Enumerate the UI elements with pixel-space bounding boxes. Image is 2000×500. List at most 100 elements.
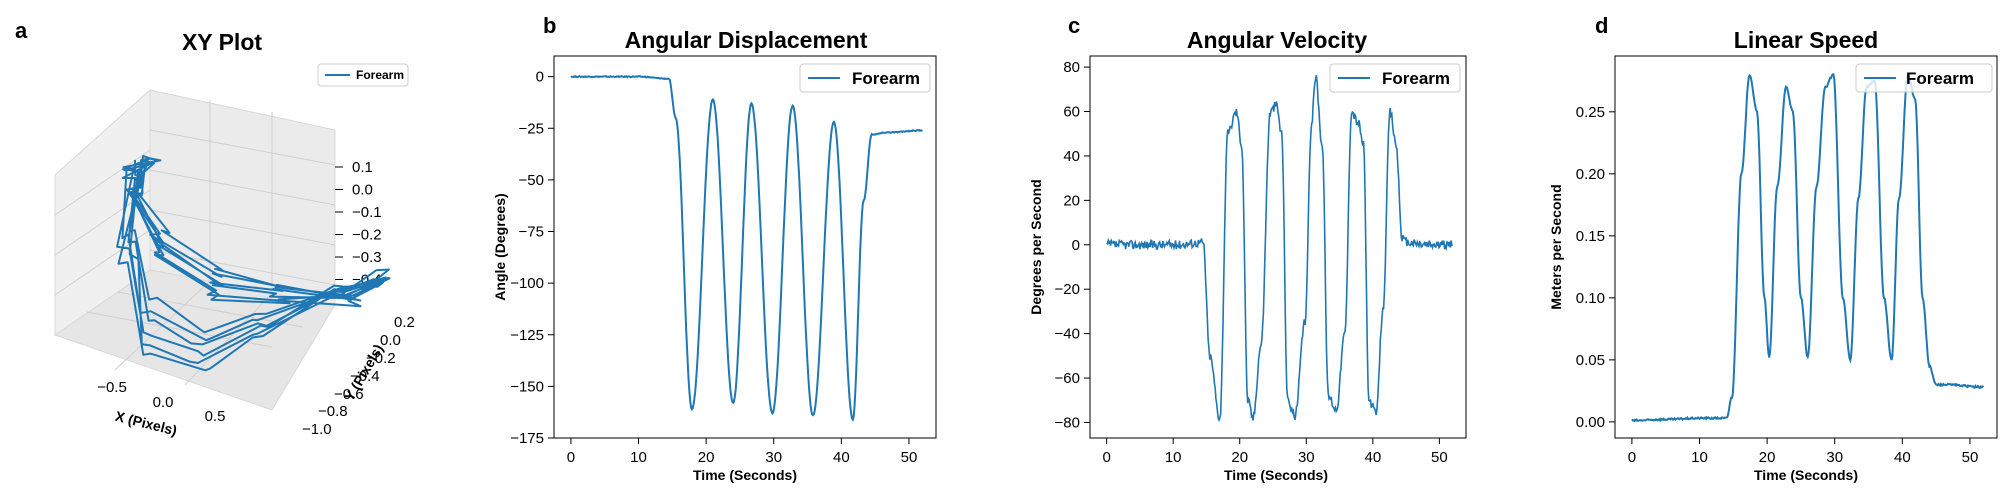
axis-ticks: 0 10 20 30 40 50 80 60 40 20 0 −20 −40 −60 −80 bbox=[1055, 59, 1448, 466]
z-axis-ticks: 0.10.0−0.1−0.2−0.3−0.4 bbox=[335, 159, 382, 289]
y-axis-label: Angle (Degrees) bbox=[492, 193, 508, 300]
x-tick-label: 50 bbox=[1431, 449, 1448, 466]
legend-box bbox=[799, 63, 931, 93]
plot-area bbox=[553, 55, 937, 439]
x-tick-label: 20 bbox=[1759, 449, 1776, 466]
y-axis-label: Degrees per Second bbox=[1028, 179, 1044, 314]
panel-letter-d: d bbox=[1595, 13, 1608, 38]
y-tick-label: 0.2 bbox=[394, 314, 415, 331]
x-tick-label: 0.5 bbox=[205, 408, 226, 425]
legend-box bbox=[317, 63, 409, 87]
legend: Forearm bbox=[1855, 63, 1993, 93]
panel-a-xy-plot: a XY Plot −0.5 0.0 0.5 −1.0−0.8−0.6−0.4−0.… bbox=[15, 18, 415, 439]
x-tick-label: 30 bbox=[1826, 449, 1843, 466]
y-tick-label: −80 bbox=[1055, 414, 1080, 431]
y-tick-label: 20 bbox=[1063, 192, 1080, 209]
x-tick-label: 40 bbox=[833, 449, 850, 466]
legend-label: Forearm bbox=[356, 68, 404, 82]
axis-ticks: 0 10 20 30 40 50 0.00 0.05 0.10 0.15 0.20 0.25 bbox=[1576, 104, 1979, 466]
series-line-forearm bbox=[1106, 75, 1454, 423]
legend-box bbox=[1329, 63, 1461, 93]
panel-letter-a: a bbox=[15, 18, 28, 43]
series-line-forearm bbox=[1631, 71, 1985, 423]
y-tick-label: 0.0 bbox=[380, 332, 401, 349]
x-tick-label: 0.0 bbox=[153, 394, 174, 411]
chart-title: XY Plot bbox=[182, 29, 262, 55]
y-tick-label: 0.00 bbox=[1576, 414, 1605, 431]
panel-b-angular-displacement: b Angular Displacement 0 10 20 30 40 50 0 −25 −5… bbox=[492, 13, 937, 483]
y-tick-label: 80 bbox=[1063, 59, 1080, 76]
x-tick-label: 50 bbox=[1962, 449, 1979, 466]
z-tick-label: −0.2 bbox=[352, 227, 382, 244]
panel-d-linear-speed: d Linear Speed 0 10 20 30 40 50 0.00 0.05 0.10 0.… bbox=[1548, 13, 1998, 483]
legend-label: Forearm bbox=[852, 69, 920, 88]
z-tick-label: 0.1 bbox=[352, 159, 373, 176]
y-tick-label: −0.2 bbox=[366, 350, 396, 367]
plot-area bbox=[1614, 55, 1998, 439]
legend: Forearm bbox=[1329, 63, 1461, 93]
x-tick-label: 10 bbox=[1691, 449, 1708, 466]
plot-area bbox=[1089, 55, 1467, 439]
legend-label: Forearm bbox=[1906, 69, 1974, 88]
z-tick-label: −0.1 bbox=[352, 204, 382, 221]
y-tick-label: −175 bbox=[510, 430, 544, 447]
x-tick-label: 20 bbox=[1231, 449, 1248, 466]
panel-letter-c: c bbox=[1068, 13, 1080, 38]
legend: Forearm bbox=[317, 63, 409, 87]
y-tick-label: 0.25 bbox=[1576, 104, 1605, 121]
y-tick-label: −0.4 bbox=[350, 368, 380, 385]
x-axis-label: Time (Seconds) bbox=[1754, 467, 1858, 483]
y-tick-label: 0.15 bbox=[1576, 228, 1605, 245]
z-tick-label: 0.0 bbox=[352, 182, 373, 199]
x-axis-ticks: −0.5 0.0 0.5 bbox=[97, 379, 225, 425]
x-tick-label: −0.5 bbox=[97, 379, 127, 396]
y-tick-label: 0.05 bbox=[1576, 352, 1605, 369]
y-tick-label: −60 bbox=[1055, 370, 1080, 387]
chart-title: Angular Velocity bbox=[1187, 27, 1367, 53]
y-tick-label: −25 bbox=[519, 120, 544, 137]
x-tick-label: 0 bbox=[567, 449, 575, 466]
legend-label: Forearm bbox=[1382, 69, 1450, 88]
x-tick-label: 50 bbox=[901, 449, 918, 466]
panel-c-angular-velocity: c Angular Velocity 0 10 20 30 40 50 80 60 40 20 0 −… bbox=[1028, 13, 1467, 483]
y-axis-label: Meters per Second bbox=[1548, 184, 1564, 309]
y-tick-label: −0.6 bbox=[334, 386, 364, 403]
axis-ticks: 0 10 20 30 40 50 0 −25 −50 −75 −100 −125 −150 −175 bbox=[510, 69, 917, 466]
y-tick-label: −125 bbox=[510, 327, 544, 344]
y-tick-label: 60 bbox=[1063, 104, 1080, 121]
x-tick-label: 30 bbox=[1298, 449, 1315, 466]
x-tick-label: 40 bbox=[1364, 449, 1381, 466]
y-tick-label: −50 bbox=[519, 172, 544, 189]
y-tick-label: −150 bbox=[510, 378, 544, 395]
panel-letter-b: b bbox=[543, 13, 556, 38]
y-tick-label: 0.20 bbox=[1576, 166, 1605, 183]
legend-box bbox=[1855, 63, 1993, 93]
x-tick-label: 0 bbox=[1628, 449, 1636, 466]
legend: Forearm bbox=[799, 63, 931, 93]
x-tick-label: 40 bbox=[1894, 449, 1911, 466]
z-tick-label: −0.3 bbox=[352, 249, 382, 266]
chart-title: Angular Displacement bbox=[625, 27, 868, 53]
x-tick-label: 10 bbox=[630, 449, 647, 466]
y-tick-label: −40 bbox=[1055, 326, 1080, 343]
x-tick-label: 20 bbox=[698, 449, 715, 466]
y-tick-label: −0.8 bbox=[318, 403, 348, 420]
x-tick-label: 0 bbox=[1102, 449, 1110, 466]
x-tick-label: 10 bbox=[1165, 449, 1182, 466]
x-axis-label: Time (Seconds) bbox=[693, 467, 797, 483]
y-tick-label: −100 bbox=[510, 275, 544, 292]
y-tick-label: −75 bbox=[519, 224, 544, 241]
series-line-forearm bbox=[116, 155, 391, 372]
y-tick-label: 0.10 bbox=[1576, 290, 1605, 307]
y-tick-label: 40 bbox=[1063, 148, 1080, 165]
y-tick-label: 0 bbox=[536, 69, 544, 86]
chart-title: Linear Speed bbox=[1734, 27, 1878, 53]
y-tick-label: 0 bbox=[1072, 237, 1080, 254]
y-axis-ticks: −1.0−0.8−0.6−0.4−0.20.00.2 bbox=[302, 314, 415, 438]
x-axis-label: X (Pixels) bbox=[114, 408, 179, 439]
series-line-forearm bbox=[570, 75, 923, 422]
x-tick-label: 30 bbox=[765, 449, 782, 466]
y-tick-label: −20 bbox=[1055, 281, 1080, 298]
x-axis-label: Time (Seconds) bbox=[1224, 467, 1328, 483]
